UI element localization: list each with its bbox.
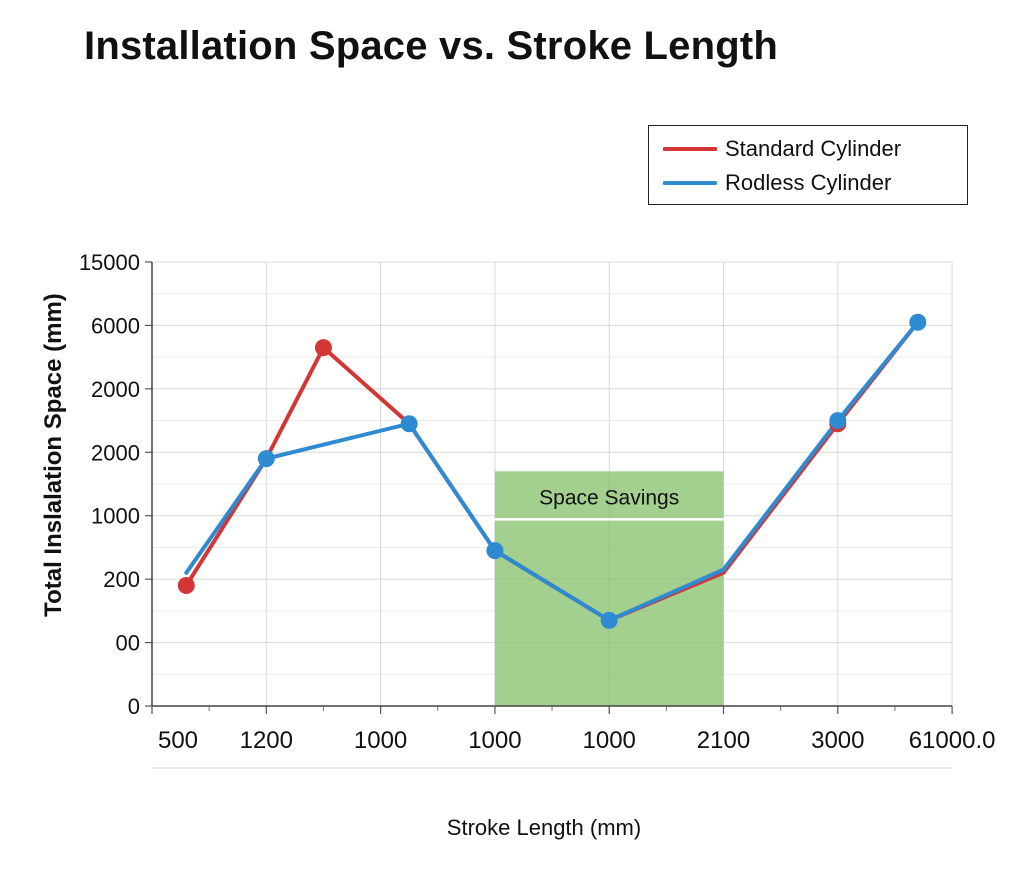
- chart-title: Installation Space vs. Stroke Length: [84, 24, 779, 68]
- data-point-standard: [177, 576, 195, 594]
- legend-item-standard: Standard Cylinder: [663, 134, 901, 164]
- data-point-standard: [314, 339, 332, 357]
- x-axis-label: Stroke Length (mm): [446, 815, 642, 840]
- x-tick-label: 61000.0: [909, 727, 996, 754]
- y-axis-label: Total Inslalation Space (mm): [40, 293, 67, 617]
- x-tick-label: 1200: [240, 727, 293, 754]
- x-tick-label: 500: [158, 727, 198, 754]
- x-tick-label: 3000: [811, 727, 864, 754]
- x-tick-label: 2100: [697, 727, 750, 754]
- legend-swatch-standard: [663, 147, 717, 151]
- x-tick-label: 1000: [354, 727, 407, 754]
- data-point-rodless: [257, 450, 275, 468]
- data-point-rodless: [486, 542, 504, 560]
- series-line-rodless: [184, 320, 920, 623]
- y-tick-label: 6000: [91, 313, 140, 338]
- data-point-rodless: [909, 313, 927, 331]
- axes: [145, 261, 953, 714]
- legend-swatch-rodless: [663, 181, 717, 185]
- legend: Standard Cylinder Rodless Cylinder: [648, 125, 968, 205]
- series-markers: [177, 313, 927, 629]
- y-tick-label: 2000: [91, 377, 140, 402]
- y-tick-label: 1000: [91, 504, 140, 529]
- space-savings-label: Space Savings: [539, 486, 679, 509]
- y-tick-label: 0: [128, 694, 140, 719]
- x-tick-label: 1000: [468, 727, 521, 754]
- data-point-rodless: [600, 611, 618, 629]
- legend-label-standard: Standard Cylinder: [725, 136, 902, 161]
- legend-item-rodless: Rodless Cylinder: [663, 168, 891, 198]
- data-point-rodless: [829, 412, 847, 430]
- x-tick-label: 1000: [583, 727, 636, 754]
- y-tick-label: 200: [103, 567, 140, 592]
- legend-label-rodless: Rodless Cylinder: [725, 170, 892, 195]
- y-tick-label: 2000: [91, 440, 140, 465]
- y-tick-label: 15000: [79, 250, 140, 275]
- data-point-rodless: [400, 415, 418, 433]
- y-tick-label: 00: [116, 631, 140, 656]
